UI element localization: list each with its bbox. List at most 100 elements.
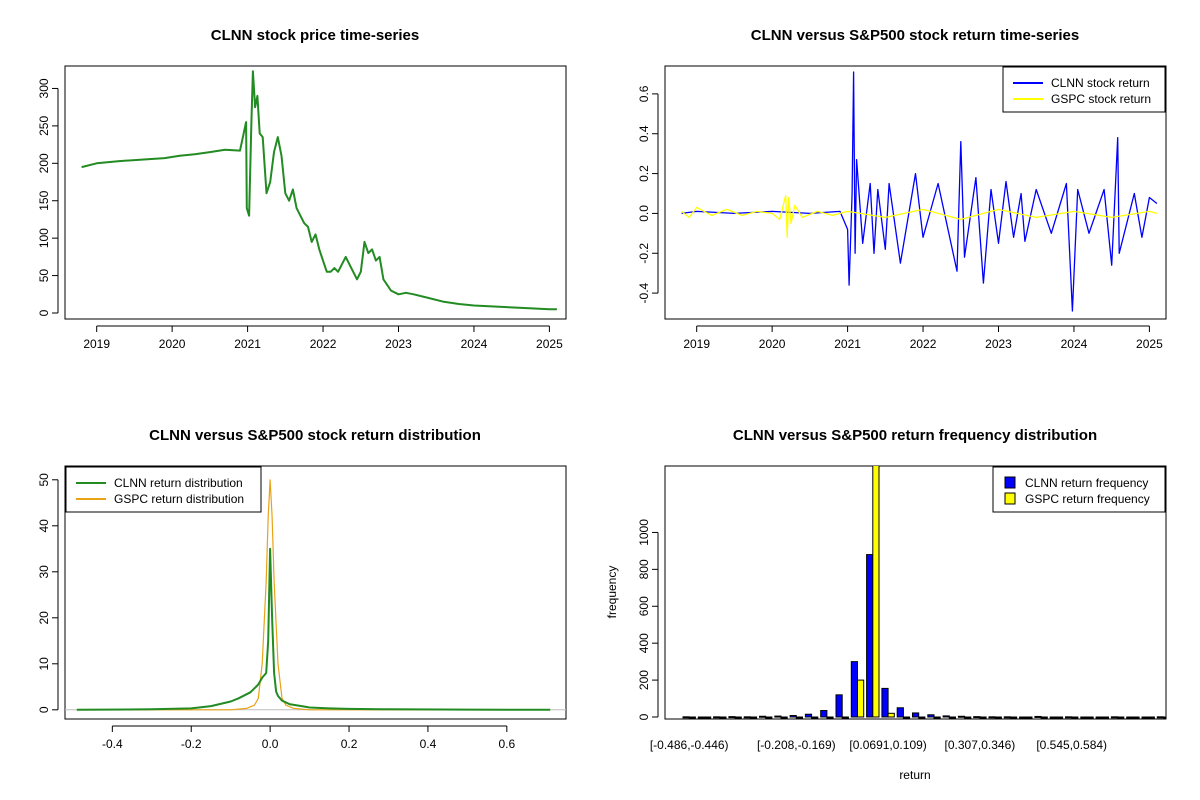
p1-x-tick-label: 2021 [234,337,261,351]
p2-legend: CLNN stock return GSPC stock return [1002,66,1166,113]
p2-plot-frame [664,65,1167,320]
p1-y-tick-label: 100 [37,228,51,248]
clnn-frequency-bar [927,714,935,718]
clnn-frequency-bar [1126,716,1134,719]
gspc-frequency-bar [964,716,972,719]
panel-price-timeseries: CLNN stock price time-series 0 50 100 150 20… [37,27,567,351]
p3-x-tick-label: 0.0 [262,737,279,751]
p1-x-tick-label: 2022 [310,337,337,351]
clnn-frequency-bar [713,716,721,719]
gspc-frequency-bar [979,716,987,719]
price-line [81,70,557,311]
gspc-frequency-bar [704,716,712,719]
gspc-frequency-bar [1101,716,1110,719]
clnn-frequency-bar [896,707,904,718]
clnn-frequency-bar [1095,716,1103,719]
gspc-density-line [76,479,551,711]
p4-plot-frame [664,465,1167,720]
p3-x-tick-label: -0.4 [102,737,123,751]
gspc-return-line [681,194,1158,238]
p3-legend-label: CLNN return distribution [114,476,243,490]
gspc-frequency-bar [841,716,849,719]
clnn-frequency-bar [988,716,996,719]
p1-x-tick-label: 2024 [461,337,488,351]
clnn-frequency-bar [1003,716,1011,719]
p3-x-tick-label: 0.6 [498,737,515,751]
p3-y-tick-label: 0 [37,706,51,713]
p2-x-tick-label: 2024 [1061,337,1088,351]
clnn-frequency-bar [682,716,690,719]
p1-x-tick-label: 2023 [385,337,412,351]
p4-y-tick-label: 1000 [637,519,651,546]
clnn-frequency-bar [1065,716,1073,719]
p3-plot-frame [64,465,567,720]
p4-x-tick-label: [0.545,0.584) [1036,738,1107,752]
gspc-frequency-bar [811,716,819,719]
clnn-frequency-bar [881,687,889,718]
clnn-frequency-bar [850,661,858,718]
gspc-frequency-bar [1147,716,1155,719]
p4-legend-key [1004,492,1016,505]
panel-return-distribution: CLNN versus S&P500 stock return distribu… [37,427,567,751]
panel4-ylabel: frequency [605,566,619,619]
p2-x-tick-label: 2023 [985,337,1012,351]
clnn-frequency-bar [1156,716,1165,719]
gspc-frequency-bar [765,716,773,719]
panel3-title: CLNN versus S&P500 stock return distribu… [149,427,481,444]
clnn-frequency-bar [866,554,874,718]
clnn-frequency-bar [1110,716,1119,719]
clnn-frequency-bar [774,715,782,718]
clnn-frequency-bar [743,716,751,719]
p3-y-tick-label: 30 [37,565,51,579]
gspc-frequency-bar [1163,716,1166,719]
gspc-frequency-bar [1117,716,1125,719]
gspc-frequency-bar [1010,716,1018,719]
p2-y-tick-label: 0.2 [637,165,651,182]
clnn-frequency-bar [1019,716,1027,719]
p2-y-tick-label: -0.4 [637,282,651,303]
p1-y-tick-label: 200 [37,153,51,173]
p2-y-tick-label: 0.6 [637,85,651,102]
p4-y-tick-label: 600 [637,596,651,616]
gspc-frequency-bar [688,716,696,719]
p2-y-tick-label: 0.4 [637,125,651,142]
gspc-frequency-bar [918,716,926,719]
p1-y-tick-label: 250 [37,116,51,136]
gspc-frequency-bar [734,716,742,719]
p1-x-tick-label: 2019 [83,337,110,351]
gspc-frequency-bar [826,716,834,719]
gspc-frequency-bar [1071,716,1079,719]
gspc-frequency-bar [1040,716,1048,719]
p3-legend: CLNN return distribution GSPC return dist… [65,466,262,513]
p3-x-tick-label: -0.2 [181,737,202,751]
clnn-frequency-bar [820,710,828,718]
panel1-title: CLNN stock price time-series [211,27,419,44]
gspc-frequency-bar [1055,716,1064,719]
p4-y-tick-label: 800 [637,559,651,579]
clnn-frequency-bar [942,715,950,718]
clnn-frequency-bar [1034,715,1042,718]
gspc-frequency-bar [948,716,956,719]
gspc-frequency-bar [1132,716,1140,719]
p3-x-tick-label: 0.2 [341,737,358,751]
p4-bars [682,466,1166,719]
p2-y-tick-label: -0.2 [637,243,651,264]
p4-legend-label: GSPC return frequency [1025,492,1150,506]
gspc-frequency-bar [994,716,1002,719]
p4-legend-label: CLNN return frequency [1025,476,1148,490]
gspc-frequency-bar [1086,716,1094,719]
clnn-frequency-bar [1049,716,1057,719]
panel-return-timeseries: CLNN versus S&P500 stock return time-ser… [637,27,1167,351]
gspc-frequency-bar [887,712,895,718]
gspc-frequency-bar [749,716,758,719]
panel4-xlabel: return [899,768,930,782]
p1-y-tick-label: 300 [37,78,51,98]
p1-x-tick-label: 2025 [536,337,563,351]
p1-plot-frame [64,65,567,320]
clnn-frequency-bar [1080,716,1088,719]
p4-legend-key [1004,476,1016,489]
p3-y-tick-label: 20 [37,611,51,625]
p3-y-tick-label: 40 [37,519,51,533]
p2-x-tick-label: 2022 [910,337,937,351]
